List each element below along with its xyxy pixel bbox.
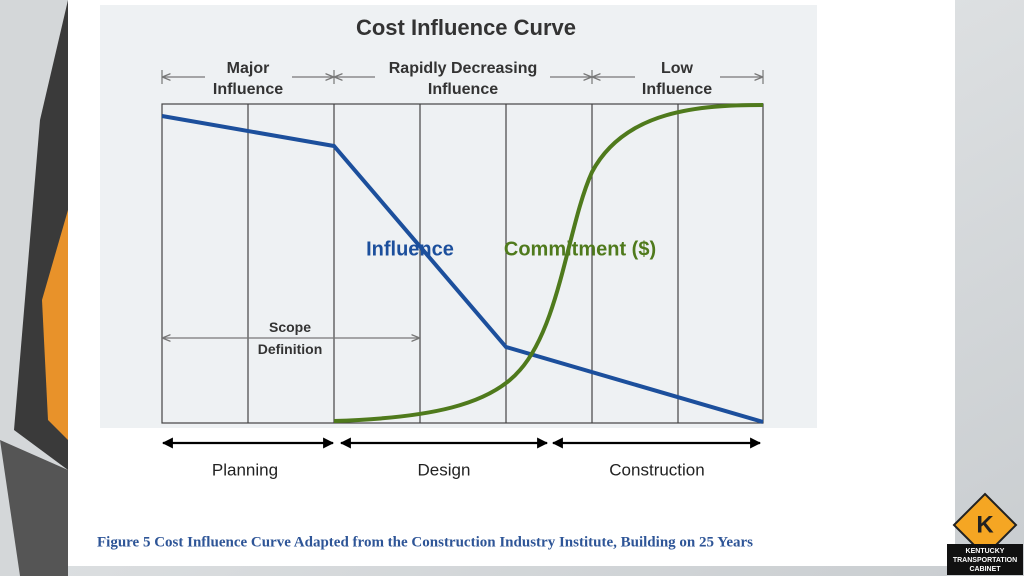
shape — [947, 544, 1023, 575]
caption: Figure 5 Cost Influence Curve Adapted fr… — [97, 534, 753, 550]
logo: K KENTUCKY TRANSPORTATION CABINET — [947, 492, 1023, 575]
influence-curve — [161, 114, 764, 424]
text-line: Influence — [642, 81, 712, 98]
shape — [161, 103, 764, 424]
text-line: Low — [661, 60, 694, 77]
logo-text: KENTUCKY TRANSPORTATION CABINET — [953, 548, 1017, 573]
phase-label: Low Influence — [642, 60, 712, 98]
text-line: CABINET — [969, 566, 1001, 573]
text-line: KENTUCKY — [966, 548, 1005, 555]
logo-letter: K — [976, 511, 994, 538]
bottom-phases: Planning Design Construction — [161, 437, 762, 479]
phase-bottom: Planning — [212, 460, 278, 479]
text-line: Definition — [258, 341, 323, 357]
text-line: TRANSPORTATION — [953, 557, 1017, 564]
commitment-curve — [333, 103, 764, 423]
text-line: Influence — [213, 81, 283, 98]
phase-bottom: Construction — [609, 460, 704, 479]
phase-label: Rapidly Decreasing Influence — [389, 60, 538, 98]
text-line: Scope — [269, 319, 311, 335]
phase-label: Major Influence — [213, 60, 283, 98]
commitment-label: Commitment ($) — [504, 238, 656, 260]
left-decoration — [0, 0, 130, 576]
title: Cost Influence Curve — [356, 15, 576, 40]
phase-bottom: Design — [418, 460, 471, 479]
chart-image — [100, 5, 817, 428]
shape — [42, 210, 68, 440]
text-line: Influence — [428, 81, 498, 98]
scope-label: Scope Definition — [258, 319, 323, 357]
grid — [161, 103, 764, 424]
scope-definition: Scope Definition — [163, 319, 419, 357]
text-line: Rapidly Decreasing — [389, 60, 538, 77]
influence-label: Influence — [366, 238, 454, 260]
top-phases: Major Influence Rapidly Decreasing Influen… — [161, 60, 764, 98]
text-line: Major — [227, 60, 270, 77]
shape — [0, 440, 68, 576]
